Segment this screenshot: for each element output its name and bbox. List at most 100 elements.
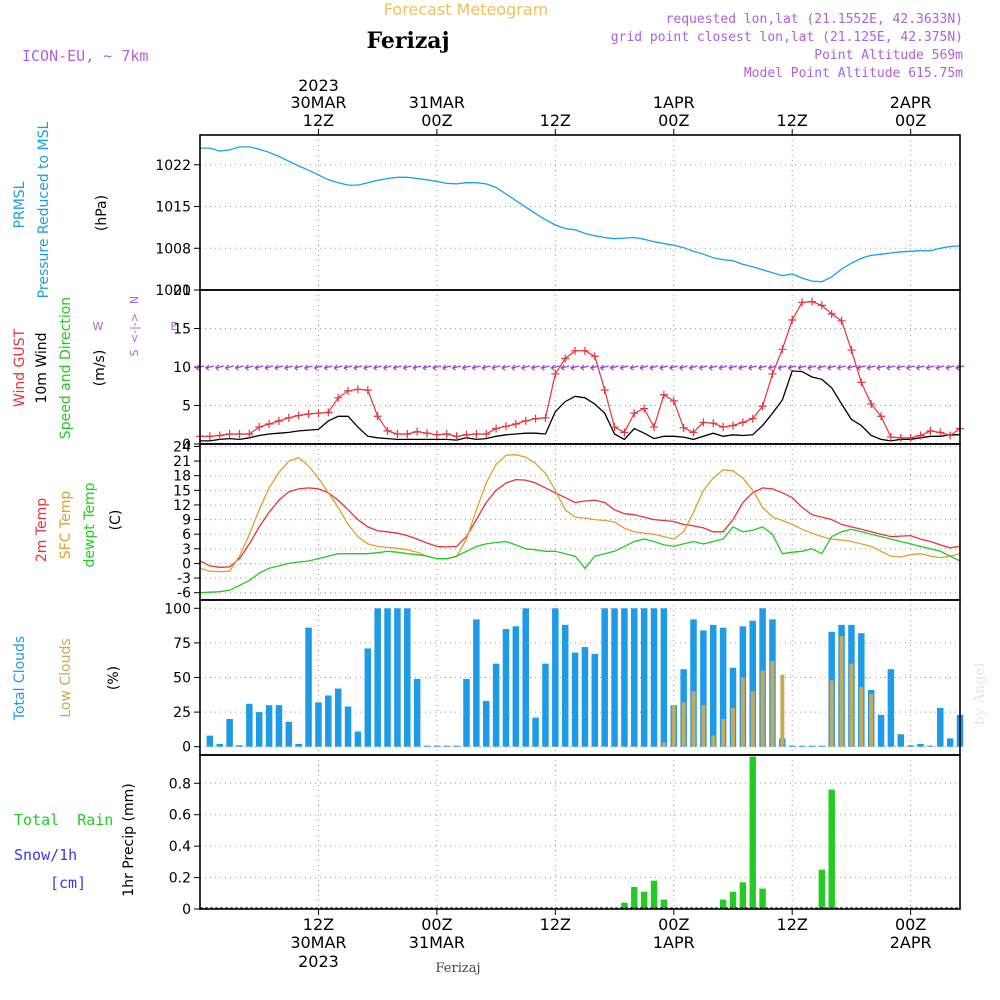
total-cloud-bar	[295, 743, 302, 747]
wind-direction-arrow	[619, 364, 629, 371]
total-cloud-bar	[275, 705, 283, 747]
wind-direction-arrow	[383, 364, 392, 371]
low-cloud-bar	[849, 663, 854, 747]
total-cloud-bar	[482, 701, 490, 747]
top-time-label: 00Z	[658, 111, 689, 130]
temp-2m-line	[199, 478, 961, 568]
total-cloud-bar	[265, 705, 273, 747]
rain-bar	[729, 891, 737, 909]
wind-gust-point	[738, 418, 747, 427]
bottom-time-label: 31MAR	[409, 933, 465, 952]
wind-gust-point	[373, 412, 382, 421]
rain-bar	[719, 899, 727, 909]
wind-gust-point	[571, 346, 580, 355]
top-time-label: 2APR	[890, 93, 932, 112]
total-cloud-bar	[325, 695, 332, 747]
total-cloud-bar	[394, 608, 401, 747]
wind-gust-point	[788, 316, 797, 325]
watermark: by Angel	[972, 662, 988, 725]
rain-bar	[631, 887, 638, 909]
wind-gust-point	[837, 316, 846, 325]
total-cloud-bar	[729, 667, 737, 747]
total-cloud-bar	[433, 745, 441, 747]
wind-gust-point	[630, 409, 639, 418]
wind-direction-arrow	[392, 364, 402, 371]
pressure-ytick-label: 1001	[155, 283, 191, 299]
total-cloud-bar	[719, 627, 727, 747]
wind-direction-arrow	[787, 364, 797, 371]
total-cloud-bar	[423, 745, 431, 747]
wind-gust-point	[817, 301, 826, 310]
compass-ew-arrow: <-|->	[128, 313, 141, 343]
total-cloud-bar	[788, 745, 796, 747]
wind-gust-point	[877, 412, 886, 421]
wind-direction-arrow	[570, 364, 580, 371]
wind-gust-point	[452, 432, 461, 441]
wind-gust-point	[482, 429, 491, 438]
wind-direction-arrow	[511, 364, 520, 371]
total-cloud-bar	[334, 688, 342, 747]
wind-direction-arrow	[679, 364, 688, 371]
low-cloud-bar	[701, 705, 706, 747]
top-time-label: 00Z	[895, 111, 926, 130]
precip-ytick-label: 0.2	[169, 871, 191, 887]
wind-direction-arrow	[698, 364, 708, 371]
rain-bar	[650, 880, 658, 909]
temperature-ytick-label: 3	[182, 542, 191, 558]
low-cloud-bar	[661, 742, 666, 747]
temperature-ytick-label: 12	[173, 498, 191, 514]
total-cloud-bar	[206, 735, 214, 747]
rain-bar	[828, 789, 835, 909]
wind-direction-arrow	[333, 364, 343, 371]
wind-gust-point	[610, 423, 619, 432]
footer-location: Ferizaj	[435, 961, 480, 976]
pressure-label-2: Pressure Reduced to MSL	[36, 121, 52, 298]
total-cloud-bar	[581, 647, 589, 747]
wind-direction-arrow	[412, 364, 422, 371]
wind-gust-point	[294, 411, 303, 420]
clouds-ytick-label: 0	[182, 740, 191, 756]
total-cloud-bar	[542, 663, 549, 747]
precip-ytick-label: 0.4	[169, 839, 191, 855]
rain-bar	[759, 888, 766, 909]
wind-direction-arrow	[501, 364, 511, 371]
rain-bar	[621, 902, 628, 909]
wind-gust-label: Wind GUST	[12, 328, 28, 407]
bottom-time-label: 2023	[298, 952, 339, 971]
pressure-line	[200, 146, 961, 283]
wind-direction-arrow	[353, 364, 363, 371]
wind-gust-point	[225, 429, 234, 438]
wind-direction-arrow	[254, 364, 264, 371]
wind-direction-arrow	[541, 364, 550, 371]
total-cloud-bar	[305, 627, 312, 747]
total-cloud-bar	[364, 648, 372, 747]
precip-ytick-label: 0	[182, 902, 191, 918]
total-cloud-bar	[552, 608, 559, 747]
pressure-unit: (hPa)	[94, 195, 110, 231]
wind-ytick-label: 0	[182, 437, 191, 453]
location-title: Ferizaj	[366, 28, 449, 54]
wind-gust-point	[551, 369, 560, 378]
temp-dewpt-label: dewpt Temp	[82, 482, 98, 567]
wind-gust-point	[847, 346, 856, 355]
wind-gust-point	[265, 419, 274, 428]
wind-direction-arrow	[402, 364, 412, 371]
wind-direction-arrow	[748, 364, 757, 371]
wind-direction-arrow	[728, 364, 738, 371]
wind-gust-point	[857, 378, 866, 387]
wind-direction-arrow	[343, 364, 353, 371]
wind-direction-arrow	[550, 364, 560, 371]
precip-ytick-label: 0.8	[169, 776, 191, 792]
total-clouds-label: Total Clouds	[12, 636, 28, 721]
wind-direction-arrow	[649, 364, 659, 371]
rain-label: Total Rain	[14, 811, 113, 829]
temperature-ytick-label: -3	[177, 571, 191, 587]
wind-gust-point	[728, 421, 737, 430]
total-cloud-bar	[246, 703, 253, 747]
wind-direction-arrow	[323, 364, 333, 371]
precip-frame	[199, 754, 961, 910]
wind-direction-arrow	[837, 364, 846, 371]
wind-gust-point	[640, 404, 649, 413]
wind-10m-line	[200, 370, 960, 442]
grid-point-coords: grid point closest lon,lat (21.125E, 42.…	[611, 30, 963, 45]
